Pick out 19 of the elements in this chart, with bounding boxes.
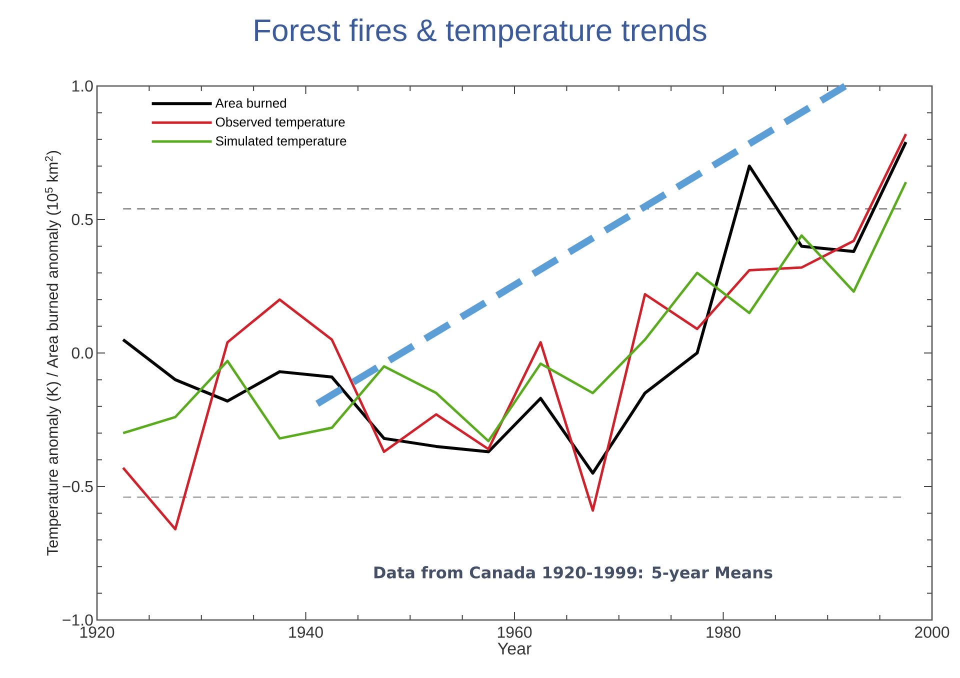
y-tick-label: 0.5 [72, 214, 93, 226]
legend-label: Observed temperature [216, 117, 345, 130]
annotation: Data from Canada 1920-1999: 5-year Means [374, 566, 772, 582]
x-axis-title: Year [498, 642, 532, 655]
y-axis-title: Temperature anomaly (K) / Area burned anomaly (10$^{5}$ km$^{2}$) [45, 151, 62, 556]
y-tick-label: −1.0 [62, 614, 93, 626]
x-tick-label: 2000 [915, 626, 950, 638]
x-tick-label: 1960 [498, 626, 532, 638]
line-series [122, 132, 908, 530]
y-tick-label: −0.5 [62, 480, 93, 492]
x-tick-label: 1940 [289, 626, 323, 638]
x-tick-label: 1980 [706, 626, 740, 638]
legend-label: Simulated temperature [216, 136, 346, 148]
y-tick-label: 1.0 [72, 80, 93, 92]
chart-title: Forest fires & temperature trends [255, 18, 706, 48]
legend-label: Area burned [215, 98, 286, 108]
x-tick-label: 1920 [80, 626, 114, 638]
y-tick-label: 0.0 [72, 347, 93, 359]
line-series [122, 180, 908, 442]
